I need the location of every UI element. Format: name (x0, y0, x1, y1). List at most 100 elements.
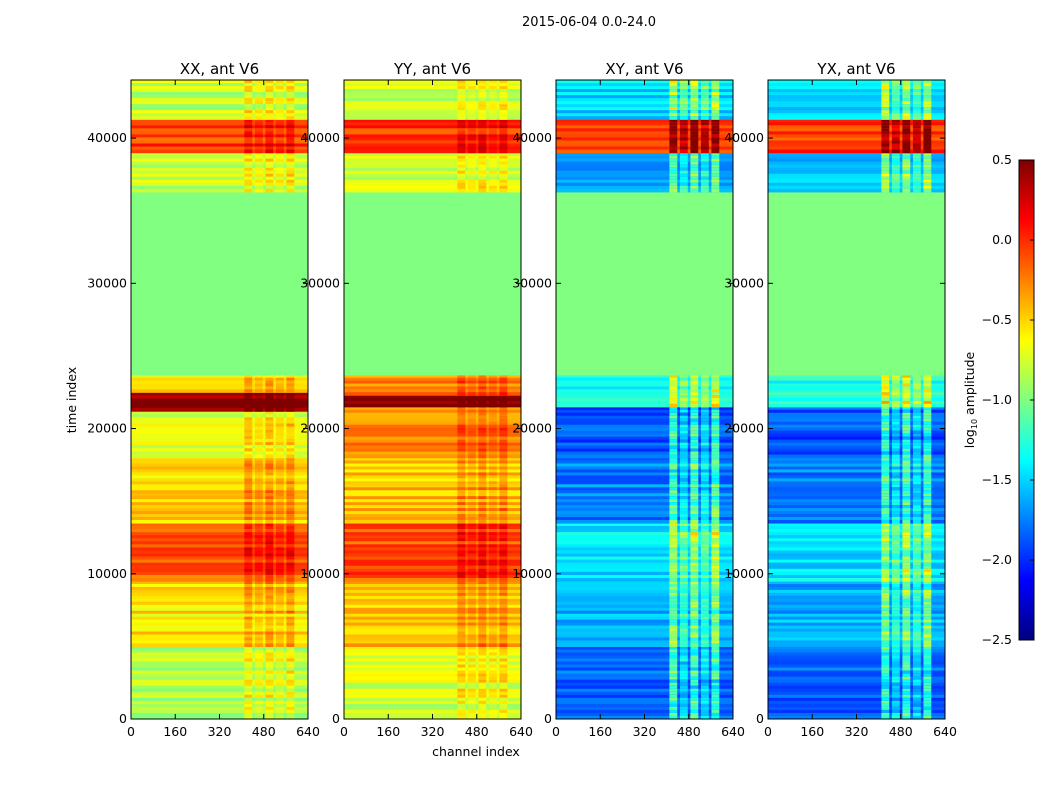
heatmap-cell (711, 463, 720, 468)
heatmap-cell (690, 412, 699, 417)
heatmap-row (768, 439, 945, 444)
heatmap-row (344, 433, 521, 438)
heatmap-cell (244, 562, 253, 567)
heatmap-cell (912, 616, 921, 621)
heatmap-cell (711, 164, 720, 169)
heatmap-cell (690, 670, 699, 675)
heatmap-cell (478, 374, 487, 379)
heatmap-cell (467, 131, 476, 135)
heatmap-cell (711, 119, 720, 123)
heatmap-cell (902, 433, 911, 438)
heatmap-cell (478, 89, 487, 93)
heatmap-row (131, 619, 308, 624)
heatmap-row (344, 421, 521, 426)
heatmap-row (344, 185, 521, 190)
heatmap-cell (891, 550, 900, 555)
heatmap-cell (286, 712, 295, 717)
heatmap-cell (467, 155, 476, 160)
heatmap-cell (286, 511, 295, 515)
heatmap-cell (923, 383, 932, 388)
heatmap-row (556, 421, 733, 426)
heatmap-cell (711, 544, 720, 549)
heatmap-cell (881, 179, 890, 184)
heatmap-cell (478, 676, 487, 681)
heatmap-row (344, 577, 521, 582)
heatmap-cell (912, 374, 921, 379)
heatmap-cell (700, 511, 709, 515)
heatmap-cell (286, 95, 295, 99)
heatmap-cell (457, 374, 466, 379)
heatmap-cell (679, 715, 688, 719)
heatmap-cell (902, 574, 911, 579)
heatmap-row (556, 448, 733, 453)
heatmap-cell (679, 694, 688, 699)
heatmap-cell (711, 451, 720, 456)
heatmap-row (556, 685, 733, 690)
heatmap-cell (499, 664, 508, 669)
heatmap-cell (457, 529, 466, 533)
heatmap-cell (923, 80, 932, 84)
heatmap-cell (902, 661, 911, 666)
heatmap-cell (711, 499, 720, 503)
heatmap-row (556, 164, 733, 169)
heatmap-cell (244, 511, 253, 515)
heatmap-row (344, 622, 521, 627)
heatmap-cell (881, 406, 890, 411)
heatmap-cell (881, 442, 890, 447)
heatmap-cell (690, 619, 699, 624)
heatmap-cell (881, 176, 890, 181)
heatmap-cell (669, 472, 678, 477)
heatmap-cell (254, 128, 263, 132)
x-tick-label: 0 (764, 724, 772, 739)
heatmap-cell (275, 493, 284, 497)
heatmap-cell (467, 418, 476, 423)
heatmap-row (556, 568, 733, 573)
heatmap-cell (881, 466, 890, 471)
heatmap-cell (891, 700, 900, 705)
heatmap-row (344, 392, 521, 396)
heatmap-cell (679, 119, 688, 123)
colorbar: 0.50.0−0.5−1.0−1.5−2.0−2.5 log10 amplitu… (962, 152, 1035, 647)
heatmap-cell (467, 386, 476, 390)
heatmap-row (556, 383, 733, 388)
heatmap-cell (881, 83, 890, 87)
heatmap-cell (679, 185, 688, 190)
heatmap-cell (286, 487, 295, 491)
heatmap-cell (244, 377, 253, 382)
heatmap-cell (457, 475, 466, 479)
heatmap-cell (690, 436, 699, 441)
heatmap-cell (700, 589, 709, 594)
heatmap-cell (499, 445, 508, 450)
heatmap-cell (881, 95, 890, 99)
heatmap-cell (902, 682, 911, 687)
heatmap-row (556, 535, 733, 539)
heatmap-cell (690, 522, 699, 527)
heatmap-row (556, 522, 733, 527)
heatmap-cell (286, 604, 295, 609)
heatmap-cell (912, 670, 921, 675)
heatmap-cell (244, 556, 253, 561)
heatmap-cell (499, 649, 508, 654)
heatmap-cell (669, 92, 678, 96)
heatmap-cell (669, 137, 678, 142)
heatmap-cell (912, 643, 921, 647)
heatmap-cell (265, 404, 274, 409)
heatmap-cell (711, 496, 720, 500)
heatmap-cell (700, 86, 709, 90)
heatmap-cell (690, 694, 699, 699)
heatmap-cell (690, 466, 699, 471)
heatmap-cell (881, 586, 890, 591)
heatmap-row (768, 676, 945, 681)
heatmap-cell (254, 697, 263, 702)
heatmap-row (556, 380, 733, 385)
heatmap-cell (275, 664, 284, 669)
heatmap-cell (690, 658, 699, 663)
heatmap-cell (711, 403, 720, 408)
heatmap-row (556, 107, 733, 111)
heatmap-cell (902, 104, 911, 108)
heatmap-cell (499, 460, 508, 465)
heatmap-row (344, 466, 521, 471)
heatmap-cell (265, 435, 274, 440)
heatmap-cell (679, 586, 688, 591)
heatmap-cell (457, 406, 466, 411)
